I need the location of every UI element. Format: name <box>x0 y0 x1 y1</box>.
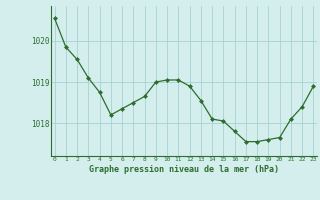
X-axis label: Graphe pression niveau de la mer (hPa): Graphe pression niveau de la mer (hPa) <box>89 165 279 174</box>
